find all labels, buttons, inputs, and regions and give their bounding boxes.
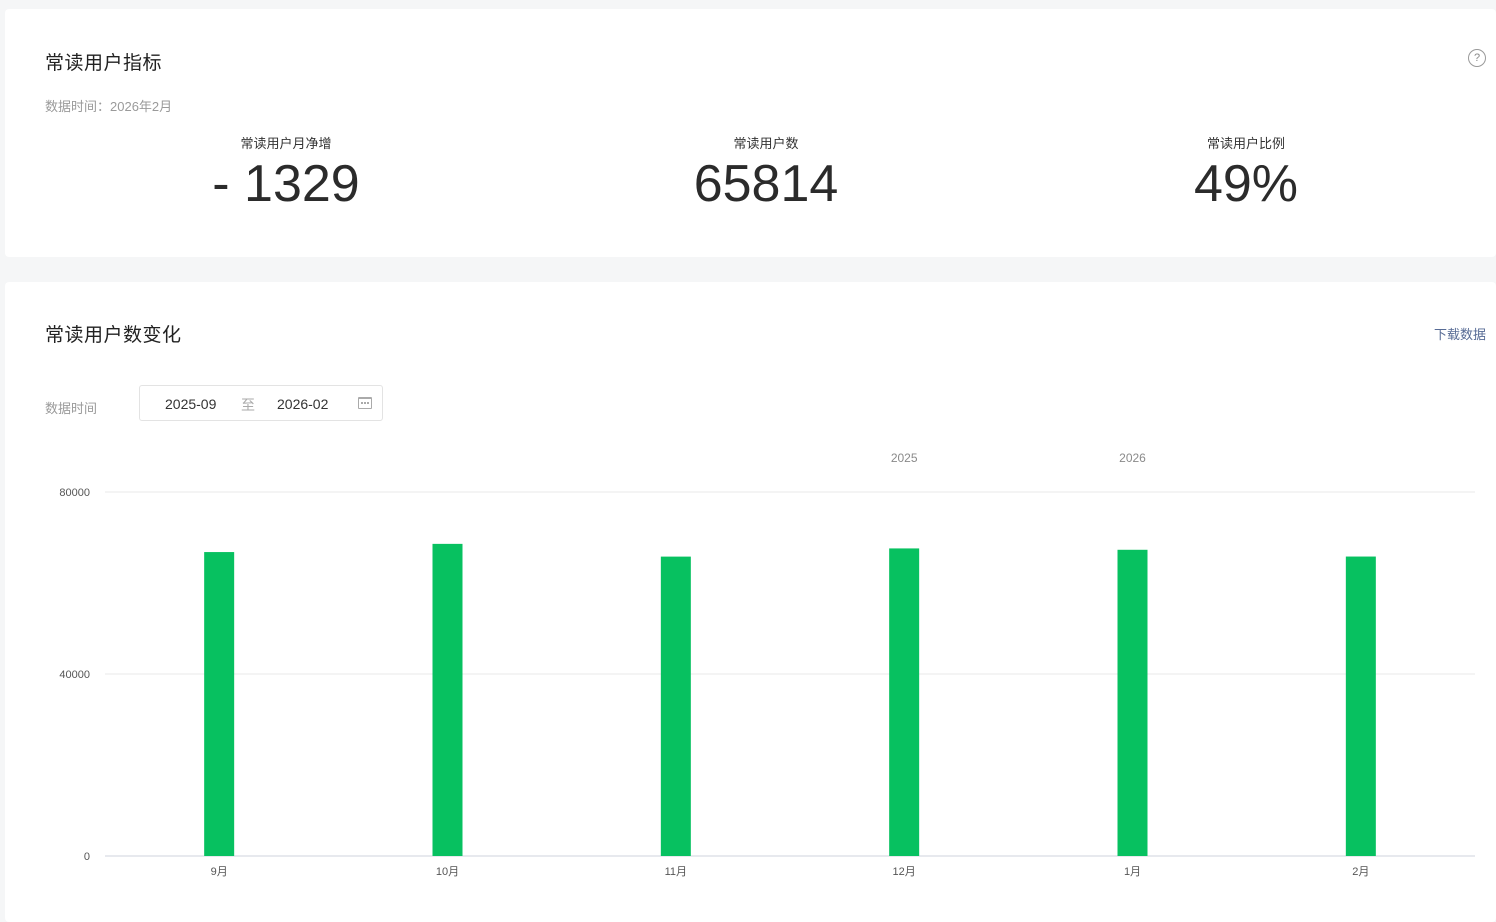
metric-label: 常读用户数 bbox=[733, 136, 799, 151]
bar-11月[interactable] bbox=[660, 556, 691, 856]
date-range-separator: 至 bbox=[241, 397, 255, 413]
metric-value: 49% bbox=[1193, 155, 1299, 213]
x-tick-label: 11月 bbox=[665, 866, 687, 878]
x-tick-label: 2月 bbox=[1352, 866, 1369, 878]
metric-label: 常读用户比例 bbox=[1206, 136, 1285, 151]
calendar-icon[interactable] bbox=[358, 397, 372, 409]
y-tick-label: 40000 bbox=[59, 669, 90, 681]
x-tick-label: 9月 bbox=[211, 866, 228, 878]
date-filter-label: 数据时间 bbox=[45, 401, 98, 416]
x-tick-label: 1月 bbox=[1124, 866, 1141, 878]
metric-monthly-net-increase: 常读用户月净增 - 1329 bbox=[136, 133, 436, 212]
metrics-card: 常读用户指标 ? 数据时间：2026年2月 常读用户月净增 - 1329 常读用… bbox=[5, 9, 1496, 257]
help-icon[interactable]: ? bbox=[1468, 49, 1486, 67]
bar-9月[interactable] bbox=[204, 552, 235, 856]
chart-card-title: 常读用户数变化 bbox=[45, 325, 182, 346]
metric-value: - 1329 bbox=[212, 155, 360, 213]
regular-readers-bar-chart: 0 40000 80000 9月 10月 11月 12月 1月 2月 2025 2026 bbox=[59, 451, 1475, 878]
bar-1月[interactable] bbox=[1117, 549, 1148, 856]
bar-2月[interactable] bbox=[1345, 556, 1376, 856]
metric-label: 常读用户月净增 bbox=[240, 136, 332, 151]
metric-regular-reader-ratio: 常读用户比例 49% bbox=[1096, 133, 1396, 212]
chart-card: 常读用户数变化 下载数据 数据时间 2025-09 至 2026-02 bbox=[5, 282, 1496, 922]
date-start-value[interactable]: 2025-09 bbox=[165, 396, 217, 412]
date-range-picker[interactable]: 2025-09 至 2026-02 bbox=[139, 385, 383, 421]
metrics-title: 常读用户指标 bbox=[45, 53, 163, 74]
year-label: 2025 bbox=[891, 451, 918, 465]
y-tick-label: 80000 bbox=[59, 487, 90, 499]
bar-10月[interactable] bbox=[432, 543, 463, 856]
date-end-value[interactable]: 2026-02 bbox=[277, 396, 329, 412]
year-label: 2026 bbox=[1119, 451, 1146, 465]
metrics-data-time: 数据时间：2026年2月 bbox=[45, 99, 173, 114]
y-tick-label: 0 bbox=[84, 851, 90, 863]
metric-value: 65814 bbox=[693, 155, 839, 213]
x-tick-label: 12月 bbox=[893, 866, 916, 878]
bar-12月[interactable] bbox=[889, 548, 920, 856]
x-tick-label: 10月 bbox=[436, 866, 459, 878]
download-data-link[interactable]: 下载数据 bbox=[1433, 327, 1486, 342]
metric-regular-readers: 常读用户数 65814 bbox=[616, 133, 916, 212]
